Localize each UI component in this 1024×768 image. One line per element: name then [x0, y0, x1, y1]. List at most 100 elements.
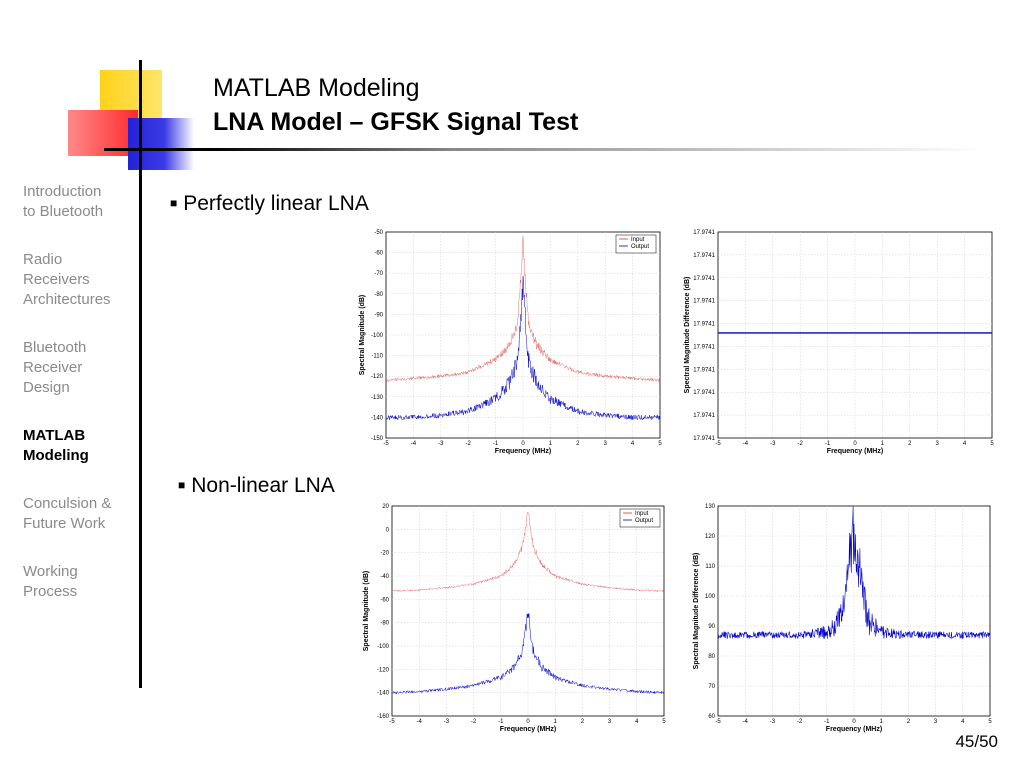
x-axis-label: Frequency (MHz): [500, 726, 556, 733]
bullet-marker-icon: ■: [178, 478, 186, 492]
x-tick-label: 3: [608, 719, 612, 725]
legend-entry: Input: [631, 237, 645, 243]
bullet-nonlinear-lna: ■ Non-linear LNA: [178, 474, 335, 498]
y-tick-label: -80: [380, 621, 389, 627]
series-output: [391, 613, 665, 695]
y-tick-label: 17.9741: [693, 276, 715, 282]
y-axis-label: Spectral Magnitude Difference (dB): [684, 277, 691, 394]
legend-entry: Output: [631, 244, 649, 250]
y-tick-label: 17.9741: [693, 413, 715, 419]
series-input: [385, 236, 661, 383]
x-tick-label: 4: [963, 441, 967, 447]
bullet-linear-text: Perfectly linear LNA: [183, 192, 369, 215]
x-tick-label: 2: [907, 719, 911, 725]
y-tick-label: 17.9741: [693, 322, 715, 328]
y-tick-label: -110: [371, 354, 383, 360]
y-axis-label: Spectral Magnitude (dB): [359, 295, 366, 376]
x-tick-label: 1: [554, 719, 558, 725]
x-tick-label: 5: [658, 441, 662, 447]
x-tick-label: -4: [743, 441, 749, 447]
series-output: [385, 276, 661, 421]
y-axis-label: Spectral Magnitude Difference (dB): [693, 553, 700, 670]
sidebar-item-working-process[interactable]: Working Process: [23, 563, 78, 600]
y-tick-label: -140: [371, 415, 384, 421]
series-input: [391, 511, 665, 593]
sidebar-item-introduction[interactable]: Introduction to Bluetooth: [23, 183, 104, 220]
plot-linear-difference: -5 -4 -3 -2 -1 0 1 2 3 4 5 17.9741 17.9741 17.9741 17.…: [682, 224, 998, 466]
y-tick-label: 60: [708, 714, 715, 720]
plot-nonlinear-difference: -5 -4 -3 -2 -1 0 1 2 3 4 5 130 120 110 100 90 80 70 60 Freq…: [690, 498, 996, 744]
x-tick-label: -3: [770, 719, 776, 725]
sidebar-nav: Introduction to Bluetooth Radio Receiver…: [23, 182, 135, 630]
bullet-linear-lna: ■ Perfectly linear LNA: [170, 192, 369, 216]
y-tick-label: 17.9741: [693, 390, 715, 396]
sidebar-item-matlab-modeling[interactable]: MATLAB Modeling: [23, 427, 89, 464]
x-tick-label: -2: [798, 441, 804, 447]
y-tick-label: 17.9741: [693, 344, 715, 350]
y-tick-label: 100: [705, 594, 716, 600]
y-tick-label: -50: [374, 230, 383, 236]
y-tick-label: -100: [377, 644, 390, 650]
x-tick-label: 4: [631, 441, 635, 447]
x-tick-label: -1: [498, 719, 504, 725]
legend-entry: Input: [635, 511, 649, 517]
y-tick-label: 120: [705, 534, 716, 540]
sidebar-item-bluetooth-receiver[interactable]: Bluetooth Receiver Design: [23, 339, 87, 396]
slide-title: MATLAB Modeling: [213, 74, 420, 102]
y-tick-label: 20: [382, 504, 389, 510]
y-tick-label: 130: [705, 504, 716, 510]
x-tick-label: -4: [411, 441, 417, 447]
x-tick-label: 2: [576, 441, 580, 447]
y-tick-label: -100: [371, 333, 384, 339]
x-axis-label: Frequency (MHz): [827, 448, 883, 455]
y-tick-label: -70: [374, 271, 383, 277]
sidebar-item-radio-receivers[interactable]: Radio Receivers Architectures: [23, 251, 111, 308]
chart-svg: -5 -4 -3 -2 -1 0 1 2 3 4 5 17.9741 17.9741 17.9741 17.…: [684, 230, 994, 455]
y-tick-label: 17.9741: [693, 253, 715, 259]
x-tick-label: 5: [990, 441, 994, 447]
x-tick-label: 2: [581, 719, 585, 725]
vertical-divider: [139, 60, 142, 688]
x-tick-label: -2: [466, 441, 472, 447]
y-tick-label: 17.9741: [693, 299, 715, 305]
chart-svg: -5 -4 -3 -2 -1 0 1 2 3 4 5 -50 -60 -70 -80 -90 -100 -110 -…: [359, 230, 662, 455]
y-tick-label: 17.9741: [693, 230, 715, 236]
slide-subtitle: LNA Model – GFSK Signal Test: [213, 108, 579, 136]
x-tick-label: 0: [526, 719, 530, 725]
x-tick-label: 3: [934, 719, 938, 725]
series-difference: [717, 505, 991, 640]
y-tick-label: -60: [374, 251, 383, 257]
x-tick-label: 4: [961, 719, 965, 725]
chart-svg: -5 -4 -3 -2 -1 0 1 2 3 4 5 20 0 -20 -40 -60 -80 -100 -120 -…: [363, 504, 666, 733]
x-tick-label: 5: [662, 719, 666, 725]
y-tick-label: -120: [377, 667, 390, 673]
y-tick-label: -90: [374, 312, 383, 318]
y-tick-label: 80: [708, 654, 715, 660]
plot-nonlinear-spectrum: -5 -4 -3 -2 -1 0 1 2 3 4 5 20 0 -20 -40 -60 -80 -100 -120 -…: [360, 498, 670, 744]
x-axis-label: Frequency (MHz): [826, 726, 882, 733]
x-tick-label: -3: [770, 441, 776, 447]
x-axis-label: Frequency (MHz): [495, 448, 551, 455]
y-tick-label: -80: [374, 292, 383, 298]
chart-svg: -5 -4 -3 -2 -1 0 1 2 3 4 5 130 120 110 100 90 80 70 60 Freq…: [693, 504, 992, 733]
decorative-blue-block: [128, 118, 194, 170]
x-tick-label: -5: [389, 719, 395, 725]
x-tick-label: -4: [417, 719, 423, 725]
sidebar-item-conclusion[interactable]: Conculsion & Future Work: [23, 495, 112, 532]
bullet-marker-icon: ■: [170, 196, 178, 210]
y-tick-label: 17.9741: [693, 367, 715, 373]
y-tick-label: 110: [705, 564, 715, 570]
x-tick-label: 1: [880, 719, 884, 725]
y-tick-label: -40: [380, 574, 389, 580]
y-tick-label: -150: [371, 436, 384, 442]
x-tick-label: 3: [936, 441, 940, 447]
x-tick-label: 2: [908, 441, 912, 447]
x-tick-label: -4: [743, 719, 749, 725]
y-tick-label: 70: [708, 684, 715, 690]
y-tick-label: -140: [377, 691, 390, 697]
x-tick-label: -1: [824, 719, 830, 725]
x-tick-label: 4: [635, 719, 639, 725]
x-tick-label: 1: [549, 441, 553, 447]
x-tick-label: -3: [444, 719, 450, 725]
y-tick-label: 17.9741: [693, 436, 715, 442]
